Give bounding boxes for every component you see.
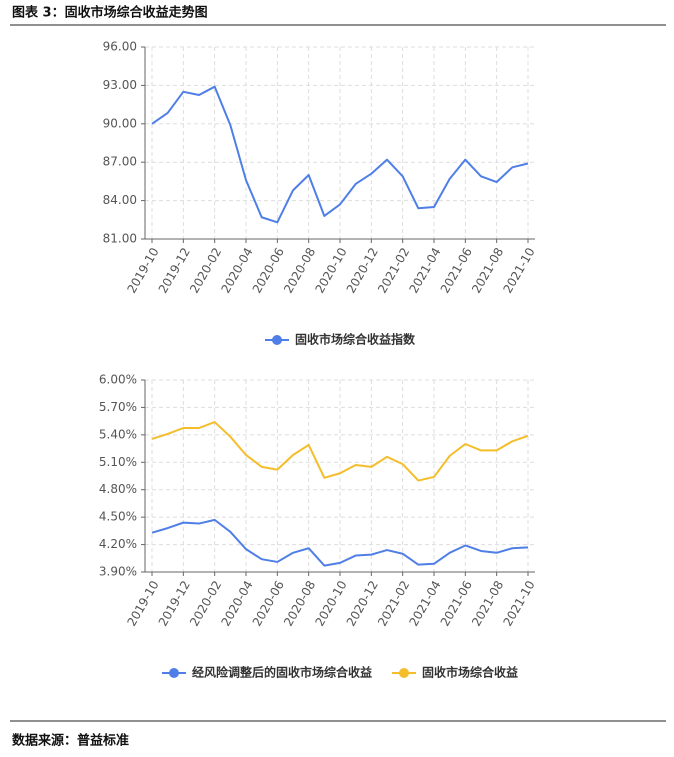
- x-tick-label: 2021-10: [500, 245, 537, 295]
- legend-marker: [168, 668, 179, 678]
- legend-label: 固收市场综合收益指数: [295, 332, 416, 347]
- legend-marker: [399, 668, 409, 678]
- y-tick-label: 4.20%: [99, 537, 137, 551]
- y-tick-label: 6.00%: [99, 373, 137, 387]
- line-series: [151, 518, 529, 567]
- y-tick-label: 3.90%: [99, 565, 137, 579]
- y-tick-label: 81.00: [103, 232, 137, 246]
- y-tick-label: 5.10%: [99, 455, 137, 469]
- y-tick-label: 5.40%: [99, 427, 137, 441]
- y-tick-label: 96.00: [103, 40, 137, 54]
- y-tick-label: 84.00: [103, 193, 137, 207]
- y-tick-label: 87.00: [103, 155, 137, 169]
- legend-marker: [271, 335, 282, 345]
- y-tick-label: 5.70%: [99, 400, 137, 414]
- y-tick-label: 4.50%: [99, 510, 137, 524]
- header-title: 图表 3：固收市场综合收益走势图: [12, 5, 208, 21]
- y-tick-label: 90.00: [103, 116, 137, 130]
- footer-source: 数据来源：普益标准: [12, 733, 129, 749]
- legend: 固收市场综合收益指数: [264, 332, 416, 347]
- x-tick-label: 2021-10: [500, 578, 537, 628]
- legend-label: 经风险调整后的固收市场综合收益: [192, 665, 372, 680]
- y-tick-label: 93.00: [103, 78, 137, 92]
- y-tick-label: 4.80%: [99, 482, 137, 496]
- legend-label: 固收市场综合收益: [422, 665, 518, 680]
- line-series: [151, 421, 529, 482]
- line-series: [151, 85, 529, 224]
- legend: 经风险调整后的固收市场综合收益 固收市场综合收益: [161, 665, 518, 680]
